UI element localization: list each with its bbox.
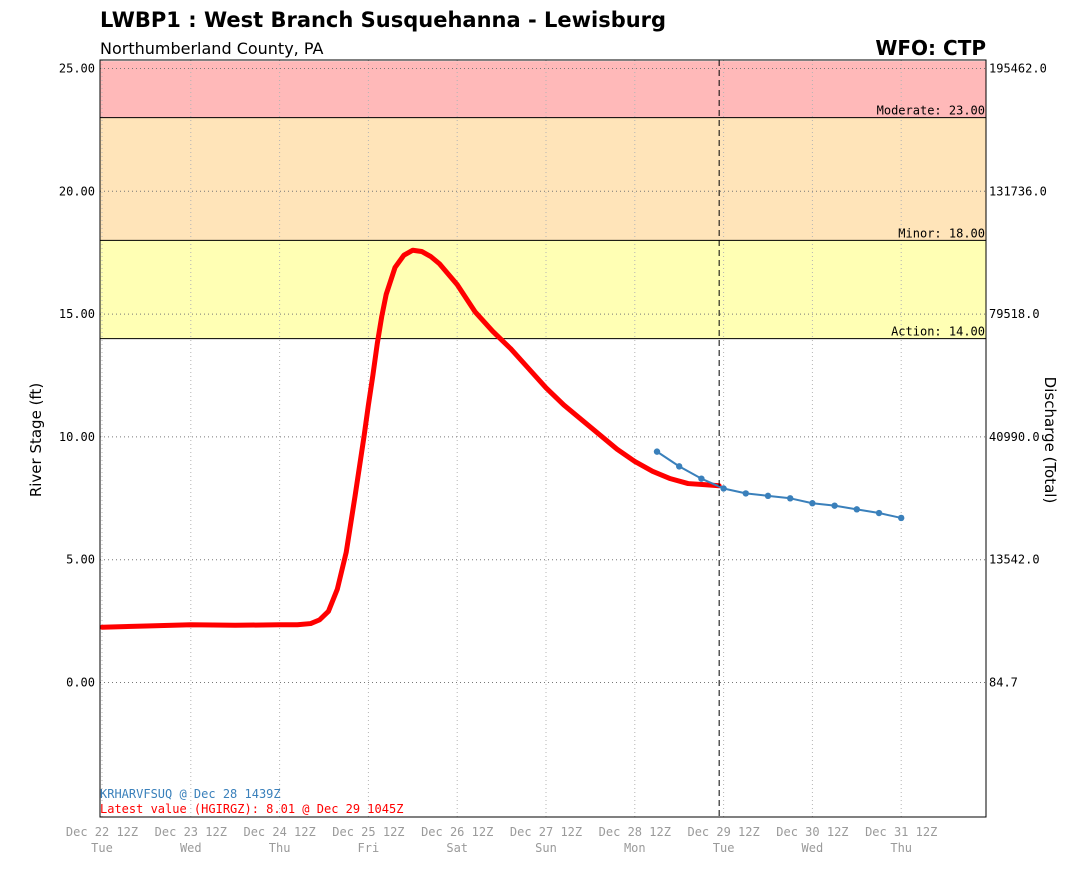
forecast-point (720, 485, 727, 492)
x-tick-day: Thu (269, 841, 291, 855)
forecast-point (809, 500, 816, 507)
forecast-point (676, 463, 683, 470)
flood-band-minor (100, 117, 986, 241)
y-tick-label-right: 84.7 (989, 676, 1018, 690)
x-tick-day: Tue (713, 841, 735, 855)
y-tick-label-left: 15.00 (59, 307, 95, 321)
observed-series-line (99, 247, 722, 630)
x-tick-label: Dec 22 12Z (66, 825, 138, 839)
flood-threshold-lines: Action: 14.00 Minor: 18.00 Moderate: 23.00 (100, 104, 986, 340)
y-tick-label-right: 40990.0 (989, 430, 1040, 444)
x-tick-label: Dec 31 12Z (865, 825, 937, 839)
y-tick-label-right: 195462.0 (989, 62, 1047, 76)
x-tick-label: Dec 25 12Z (332, 825, 404, 839)
x-tick-label: Dec 30 12Z (776, 825, 848, 839)
forecast-point (698, 475, 705, 482)
forecast-issued-annotation: KRHARVFSUQ @ Dec 28 1439Z (100, 787, 281, 801)
forecast-point (831, 502, 838, 509)
x-tick-label: Dec 28 12Z (599, 825, 671, 839)
flood-band-action (100, 240, 986, 339)
y-tick-label-right: 79518.0 (989, 307, 1040, 321)
chart-subtitle: Northumberland County, PA (100, 39, 324, 58)
forecast-point (898, 514, 905, 522)
threshold-label-minor: Minor: 18.00 (898, 226, 985, 240)
x-tick-day: Mon (624, 841, 646, 855)
y-tick-label-left: 20.00 (59, 184, 95, 198)
x-tick-day: Wed (802, 841, 824, 855)
x-tick-day: Thu (890, 841, 912, 855)
x-tick-label: Dec 23 12Z (155, 825, 227, 839)
forecast-point (875, 509, 883, 517)
x-tick-label: Dec 27 12Z (510, 825, 582, 839)
x-tick-label: Dec 26 12Z (421, 825, 493, 839)
forecast-point (853, 506, 860, 513)
flood-band-moderate (100, 61, 986, 118)
x-tick-day: Sun (535, 841, 557, 855)
threshold-label-moderate: Moderate: 23.00 (877, 104, 985, 118)
chart-title: LWBP1 : West Branch Susquehanna - Lewisb… (100, 8, 667, 32)
x-tick-label: Dec 29 12Z (687, 825, 759, 839)
flood-category-bands (100, 61, 986, 339)
threshold-label-action: Action: 14.00 (891, 325, 985, 339)
y-tick-label-left: 10.00 (59, 430, 95, 444)
y-tick-label-left: 0.00 (66, 676, 95, 690)
latest-value-annotation: Latest value (HGIRGZ): 8.01 @ Dec 29 104… (100, 802, 403, 816)
y-tick-label-right: 131736.0 (989, 184, 1047, 198)
y-tick-label-right: 13542.0 (989, 553, 1040, 567)
x-tick-day: Tue (91, 841, 113, 855)
x-tick-day: Fri (358, 841, 380, 855)
forecast-point (742, 490, 749, 497)
wfo-label: WFO: CTP (875, 36, 986, 60)
y-tick-labels: 0.00 84.7 5.00 13542.0 10.00 40990.0 15.00 7951… (59, 62, 1047, 690)
x-tick-day: Sat (446, 841, 468, 855)
data-series (99, 247, 905, 630)
forecast-series-line (656, 450, 903, 519)
x-tick-label: Dec 24 12Z (243, 825, 315, 839)
forecast-point (787, 495, 794, 502)
y-tick-label-left: 5.00 (66, 553, 95, 567)
y-tick-label-left: 25.00 (59, 62, 95, 76)
forecast-point (764, 492, 772, 500)
x-tick-day: Wed (180, 841, 202, 855)
plot-frame (99, 59, 987, 818)
forecast-point (653, 448, 661, 455)
x-tick-labels: Dec 22 12Z Tue Dec 23 12Z Wed Dec 24 12Z Thu D… (66, 825, 937, 855)
